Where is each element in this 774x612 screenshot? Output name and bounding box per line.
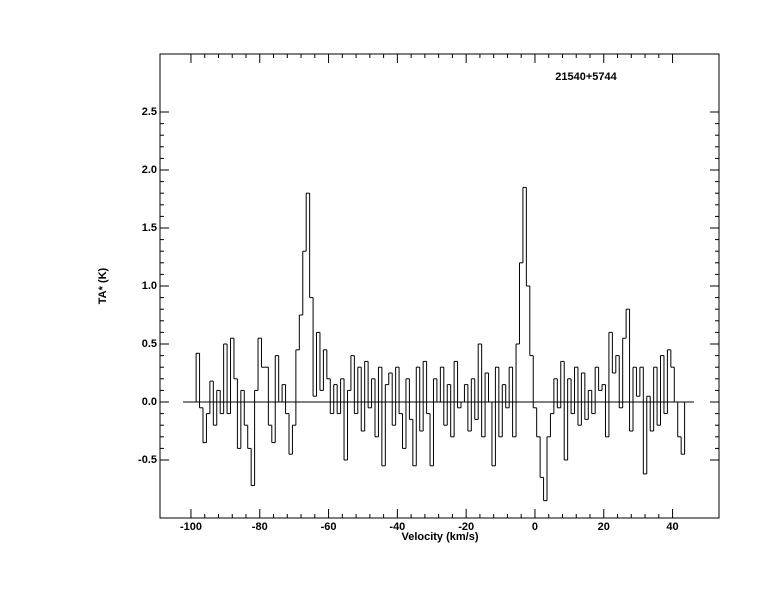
x-tick-label: -60: [321, 521, 337, 533]
y-axis-label: TA* (K): [97, 267, 109, 304]
chart-title: 21540+5744: [555, 71, 617, 83]
x-tick-label: -20: [458, 521, 474, 533]
y-tick-label: 1.5: [142, 222, 157, 234]
y-tick-label: 2.5: [142, 106, 157, 118]
x-tick-label: 0: [532, 521, 538, 533]
x-tick-label: 20: [598, 521, 610, 533]
y-tick-label: 0.0: [142, 396, 157, 408]
x-tick-label: -80: [252, 521, 268, 533]
y-tick-label: 2.0: [142, 164, 157, 176]
x-axis-label: Velocity (km/s): [401, 531, 478, 543]
x-tick-label: 40: [666, 521, 678, 533]
y-tick-label: 0.5: [142, 338, 157, 350]
x-tick-label: -100: [180, 521, 202, 533]
y-tick-label: -0.5: [138, 454, 157, 466]
y-tick-label: 1.0: [142, 280, 157, 292]
plot-frame: [159, 53, 720, 519]
x-tick-label: -40: [389, 521, 405, 533]
